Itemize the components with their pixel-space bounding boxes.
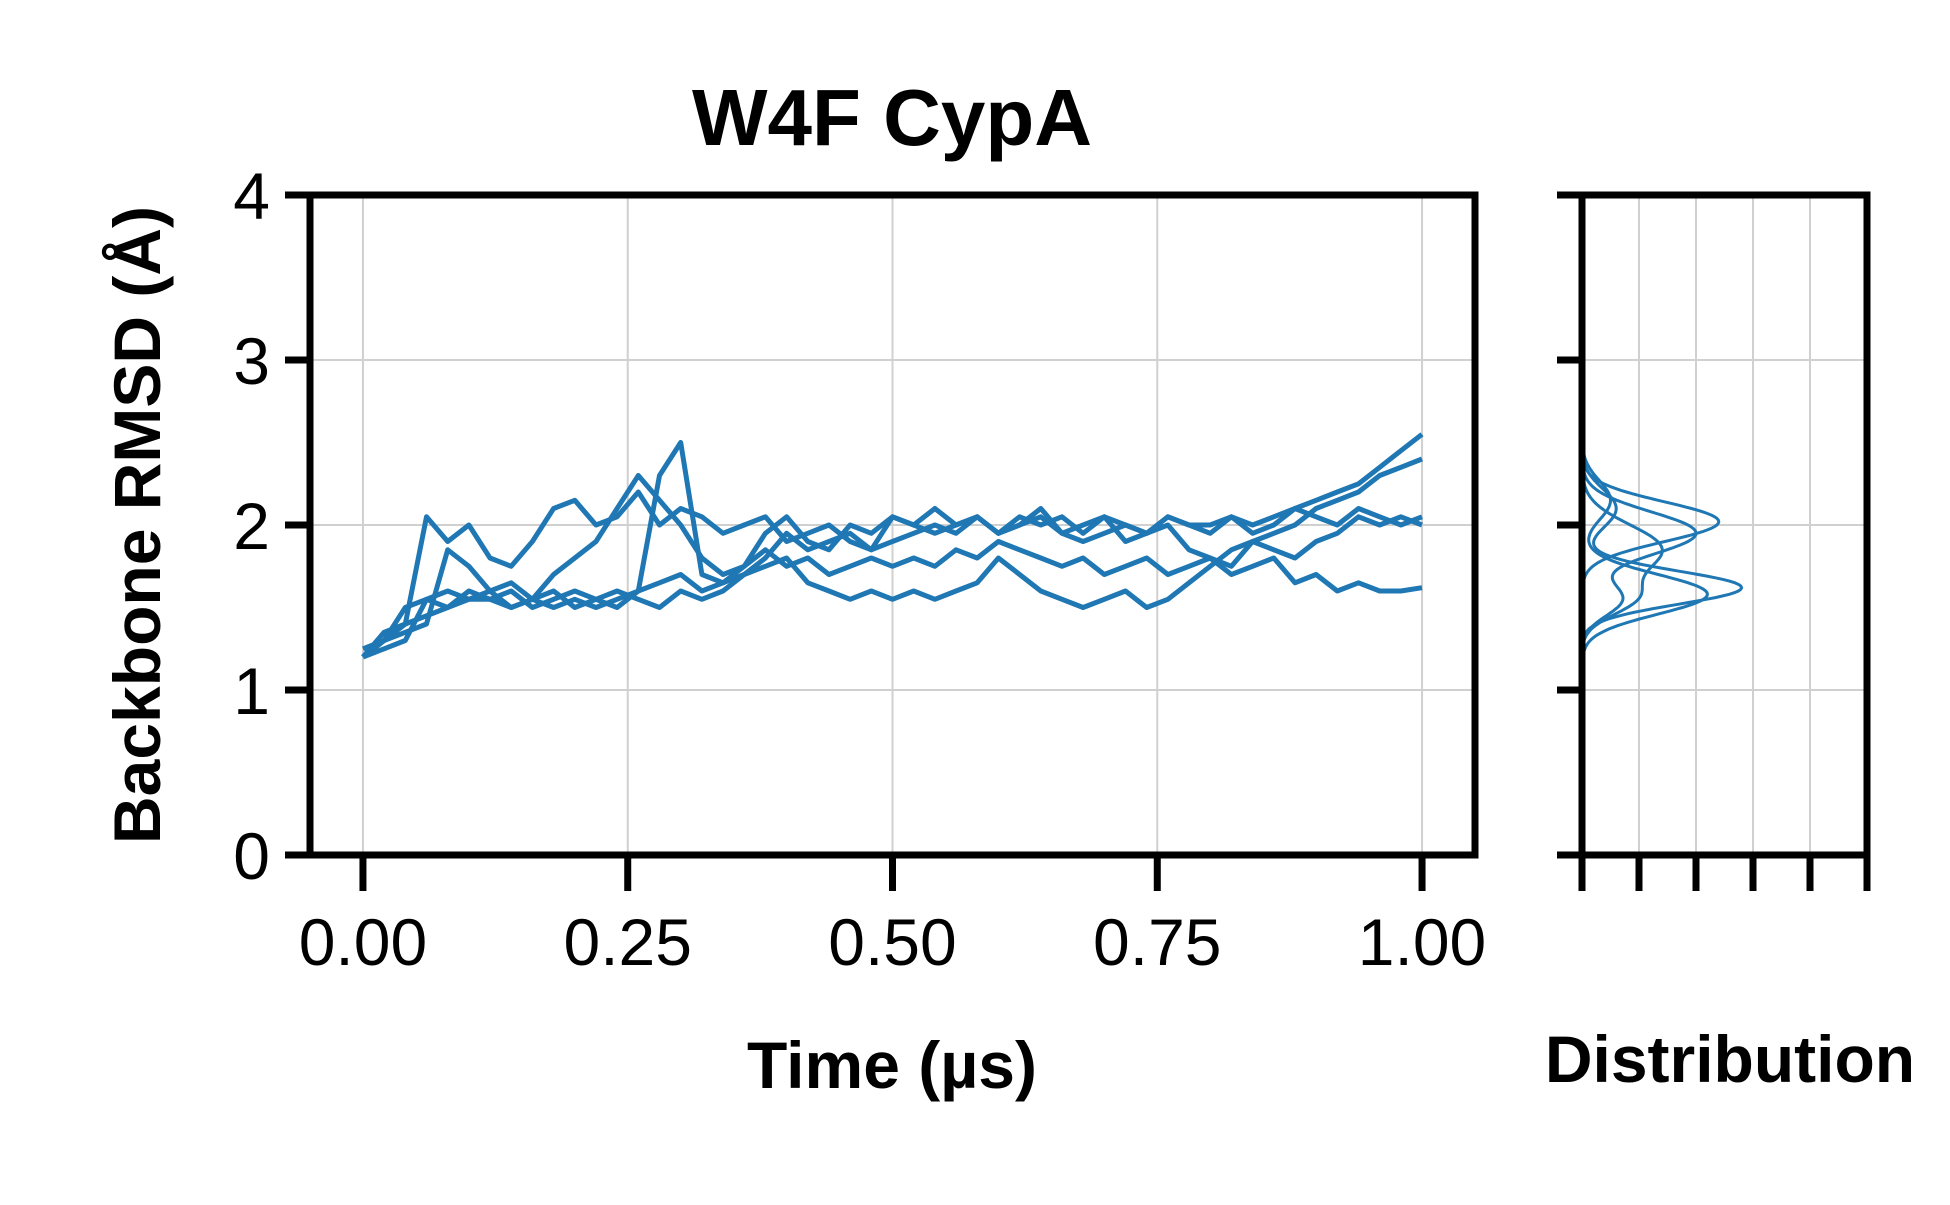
rmsd-series-line-3: [361, 456, 1423, 659]
dist-series-group: [1580, 442, 1744, 674]
x-tick-label: 0.50: [828, 905, 956, 979]
dist-grid: [1581, 194, 1868, 856]
y-axis-label: Backbone RMSD (Å): [100, 206, 174, 844]
y-tick-label: 3: [233, 324, 270, 398]
dist-ticks: [1557, 191, 1871, 891]
dist-x-axis-label: Distribution: [1545, 1022, 1915, 1096]
x-tick-label: 0.75: [1093, 905, 1221, 979]
y-tick-label: 0: [233, 819, 270, 893]
x-axis-label: Time (µs): [747, 1028, 1037, 1102]
rmsd-series-line-5: [362, 432, 1424, 660]
main-ticks: 0.00 0.25 0.50 0.75 1.00 0 1 2 3 4: [233, 159, 1486, 979]
distribution-curve-3: [1580, 442, 1709, 674]
main-series-group: [361, 432, 1424, 660]
x-tick-label: 0.00: [299, 905, 427, 979]
y-tick-label: 4: [233, 159, 270, 233]
main-grid: [310, 194, 1475, 856]
x-tick-label: 1.00: [1358, 905, 1486, 979]
rmsd-series-line-2: [362, 473, 1423, 652]
x-tick-label: 0.25: [563, 905, 691, 979]
rmsd-series-line-4: [361, 440, 1423, 659]
chart-title: W4F CypA: [692, 73, 1092, 162]
distribution-curve-1: [1580, 442, 1721, 674]
y-tick-label: 2: [233, 489, 270, 563]
y-tick-label: 1: [233, 654, 270, 728]
